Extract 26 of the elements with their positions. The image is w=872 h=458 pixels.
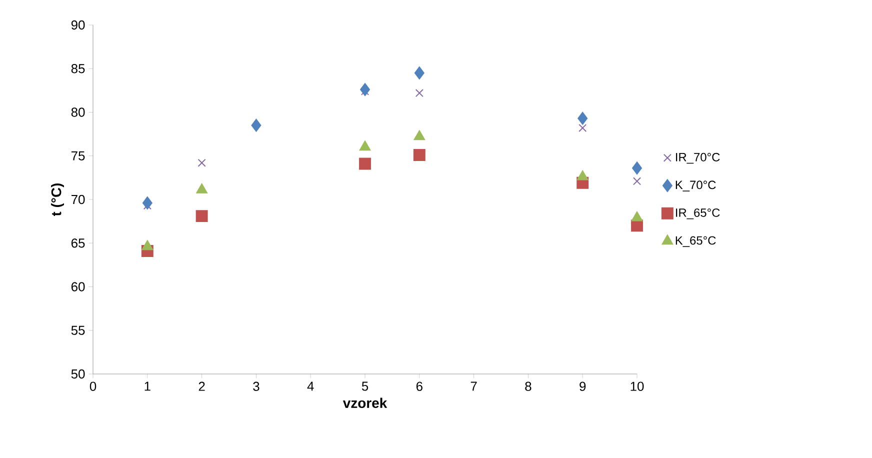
- legend-label: K_65°C: [676, 236, 716, 247]
- x-tick-label: 8: [525, 382, 532, 391]
- legend-label: K_70°C: [676, 180, 716, 192]
- x-tick-label: 3: [253, 382, 260, 391]
- x-axis-title: vzorek: [342, 398, 388, 408]
- y-tick-label: 80: [71, 108, 85, 117]
- x-tick-label: 6: [416, 382, 422, 391]
- x-tick-label: 10: [630, 382, 644, 391]
- y-axis-title: t (°C): [50, 183, 64, 216]
- y-tick-label: 60: [71, 282, 85, 292]
- y-tick-label: 70: [72, 194, 85, 204]
- x-tick-label: 5: [362, 382, 368, 391]
- x-tick-label: 2: [198, 382, 205, 391]
- x-tick-label: 1: [144, 382, 150, 391]
- x-tick-label: 4: [307, 382, 314, 391]
- legend-label: IR_70°C: [676, 152, 720, 164]
- y-tick-label: 75: [72, 151, 85, 160]
- y-tick-label: 65: [71, 238, 85, 248]
- legend-label: IR_65°C: [676, 208, 720, 220]
- y-tick-label: 55: [71, 326, 85, 335]
- y-tick-label: 90: [71, 20, 85, 30]
- y-tick-label: 85: [71, 64, 85, 74]
- x-tick-label: 9: [580, 382, 586, 391]
- x-tick-label: 7: [470, 382, 477, 391]
- x-tick-label: 0: [90, 382, 96, 391]
- y-tick-label: 50: [71, 369, 85, 379]
